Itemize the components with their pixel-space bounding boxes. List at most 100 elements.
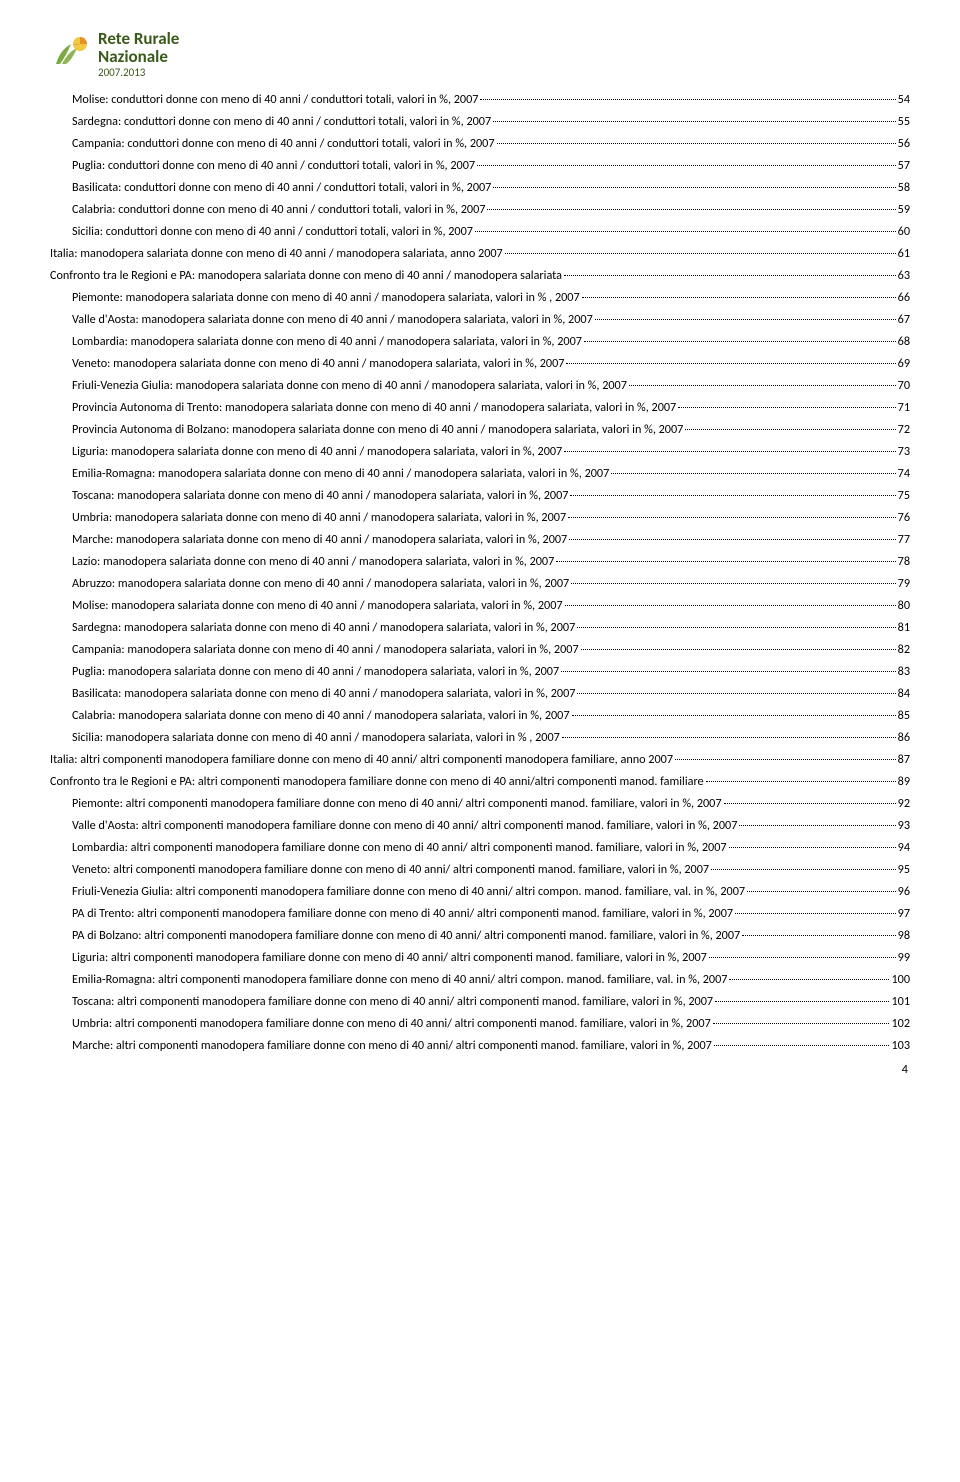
toc-leader: [581, 649, 896, 650]
toc-entry-title: Piemonte: manodopera salariata donne con…: [72, 290, 580, 305]
toc-entry: Sardegna: conduttori donne con meno di 4…: [50, 110, 910, 132]
toc-entry-title: Friuli-Venezia Giulia: altri componenti …: [72, 884, 745, 899]
toc-leader: [475, 231, 896, 232]
toc-leader: [739, 825, 895, 826]
toc-entry-title: Puglia: manodopera salariata donne con m…: [72, 664, 559, 679]
toc-leader: [747, 891, 896, 892]
toc-entry-page: 77: [898, 532, 910, 547]
toc-leader: [570, 495, 895, 496]
toc-leader: [735, 913, 896, 914]
toc-entry: Umbria: manodopera salariata donne con m…: [50, 506, 910, 528]
toc-entry-page: 96: [898, 884, 910, 899]
toc-leader: [715, 1001, 889, 1002]
toc-entry-page: 75: [898, 488, 910, 503]
toc-leader: [487, 209, 895, 210]
toc-leader: [711, 869, 896, 870]
toc-entry-title: Campania: manodopera salariata donne con…: [72, 642, 579, 657]
toc-entry-page: 80: [898, 598, 910, 613]
toc-entry-page: 58: [898, 180, 910, 195]
toc-entry-title: Confronto tra le Regioni e PA: altri com…: [50, 774, 704, 789]
toc-leader: [742, 935, 895, 936]
page-number: 4: [50, 1062, 910, 1077]
toc-entry-page: 87: [898, 752, 910, 767]
toc-entry: Piemonte: altri componenti manodopera fa…: [50, 792, 910, 814]
toc-entry: Marche: manodopera salariata donne con m…: [50, 528, 910, 550]
toc-entry-page: 57: [898, 158, 910, 173]
toc-leader: [714, 1045, 890, 1046]
toc-entry-page: 85: [898, 708, 910, 723]
toc-entry-title: Valle d'Aosta: altri componenti manodope…: [72, 818, 737, 833]
toc-entry: Emilia-Romagna: manodopera salariata don…: [50, 462, 910, 484]
toc-entry: Sardegna: manodopera salariata donne con…: [50, 616, 910, 638]
toc-entry: Piemonte: manodopera salariata donne con…: [50, 286, 910, 308]
toc-entry: Abruzzo: manodopera salariata donne con …: [50, 572, 910, 594]
toc-entry: Valle d'Aosta: altri componenti manodope…: [50, 814, 910, 836]
toc-leader: [577, 693, 895, 694]
toc-entry-title: Valle d'Aosta: manodopera salariata donn…: [72, 312, 593, 327]
toc-leader: [565, 605, 896, 606]
toc-leader: [477, 165, 896, 166]
toc-entry-title: Toscana: manodopera salariata donne con …: [72, 488, 568, 503]
toc-entry-page: 72: [898, 422, 910, 437]
toc-entry-page: 95: [898, 862, 910, 877]
toc-entry: Liguria: altri componenti manodopera fam…: [50, 946, 910, 968]
toc-entry-page: 101: [891, 994, 910, 1009]
toc-leader: [493, 187, 895, 188]
toc-entry-page: 99: [898, 950, 910, 965]
toc-entry-title: Friuli-Venezia Giulia: manodopera salari…: [72, 378, 627, 393]
toc-entry: Veneto: manodopera salariata donne con m…: [50, 352, 910, 374]
toc-entry-title: Sardegna: manodopera salariata donne con…: [72, 620, 575, 635]
toc-entry-page: 54: [898, 92, 910, 107]
toc-entry: Friuli-Venezia Giulia: altri componenti …: [50, 880, 910, 902]
toc-entry-page: 63: [898, 268, 910, 283]
toc-entry-page: 60: [898, 224, 910, 239]
toc-entry-page: 66: [898, 290, 910, 305]
toc-leader: [505, 253, 896, 254]
toc-entry: Campania: manodopera salariata donne con…: [50, 638, 910, 660]
toc-entry: Friuli-Venezia Giulia: manodopera salari…: [50, 374, 910, 396]
toc-leader: [564, 275, 896, 276]
toc-entry: Marche: altri componenti manodopera fami…: [50, 1034, 910, 1056]
toc-leader: [497, 143, 896, 144]
toc-entry-title: Veneto: altri componenti manodopera fami…: [72, 862, 709, 877]
toc-entry: Toscana: manodopera salariata donne con …: [50, 484, 910, 506]
toc-entry-title: Veneto: manodopera salariata donne con m…: [72, 356, 564, 371]
toc-entry-page: 67: [898, 312, 910, 327]
toc-entry-title: Sardegna: conduttori donne con meno di 4…: [72, 114, 491, 129]
toc-entry-page: 89: [898, 774, 910, 789]
toc-entry: Calabria: manodopera salariata donne con…: [50, 704, 910, 726]
toc-entry-page: 55: [898, 114, 910, 129]
toc-leader: [729, 979, 889, 980]
toc-entry-page: 79: [898, 576, 910, 591]
toc-entry-page: 71: [898, 400, 910, 415]
toc-entry: Puglia: manodopera salariata donne con m…: [50, 660, 910, 682]
logo-title-line2: Nazionale: [98, 48, 179, 66]
toc-entry: Confronto tra le Regioni e PA: altri com…: [50, 770, 910, 792]
toc-entry-title: Confronto tra le Regioni e PA: manodoper…: [50, 268, 562, 283]
toc-entry-title: PA di Trento: altri componenti manodoper…: [72, 906, 733, 921]
toc-entry: Campania: conduttori donne con meno di 4…: [50, 132, 910, 154]
toc-entry-title: Puglia: conduttori donne con meno di 40 …: [72, 158, 475, 173]
toc-entry-page: 97: [898, 906, 910, 921]
toc-leader: [577, 627, 895, 628]
header-logo: Rete Rurale Nazionale 2007.2013: [50, 30, 910, 78]
toc-leader: [556, 561, 895, 562]
toc-leader: [562, 737, 896, 738]
toc-entry-title: Emilia-Romagna: manodopera salariata don…: [72, 466, 609, 481]
toc-leader: [685, 429, 895, 430]
document-page: Rete Rurale Nazionale 2007.2013 Molise: …: [0, 0, 960, 1097]
toc-leader: [675, 759, 896, 760]
toc-entry-title: Lazio: manodopera salariata donne con me…: [72, 554, 554, 569]
toc-entry-page: 93: [898, 818, 910, 833]
toc-entry-title: Italia: manodopera salariata donne con m…: [50, 246, 503, 261]
toc-entry-title: Italia: altri componenti manodopera fami…: [50, 752, 673, 767]
toc-leader: [629, 385, 896, 386]
toc-leader: [568, 517, 896, 518]
toc-leader: [584, 341, 896, 342]
toc-entry-title: Marche: manodopera salariata donne con m…: [72, 532, 567, 547]
toc-entry-page: 92: [898, 796, 910, 811]
toc-entry-page: 69: [898, 356, 910, 371]
toc-leader: [582, 297, 896, 298]
toc-entry-page: 83: [898, 664, 910, 679]
logo-text: Rete Rurale Nazionale 2007.2013: [98, 30, 179, 78]
